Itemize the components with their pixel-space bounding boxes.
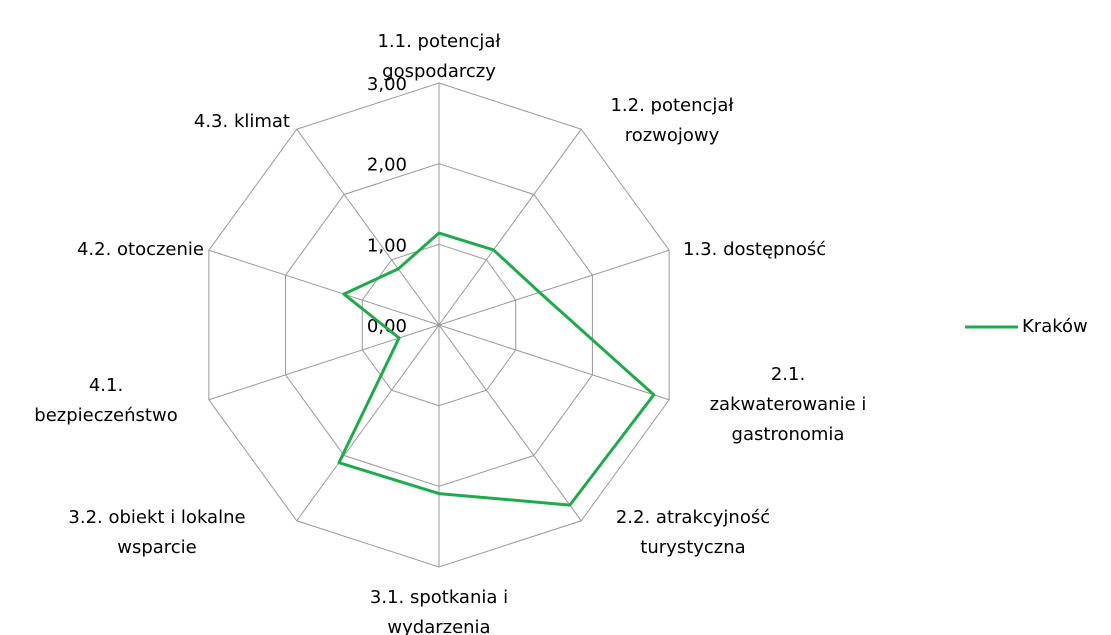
- spoke: [438, 128, 582, 326]
- category-label: 3.1. spotkania i wydarzenia: [370, 587, 508, 635]
- category-label: 2.1. zakwaterowanie i gastronomia: [710, 364, 867, 445]
- category-label-line: rozwojowy: [625, 125, 720, 146]
- category-label-line: zakwaterowanie i: [710, 394, 867, 415]
- category-label: 2.2. atrakcyjność turystyczna: [616, 507, 770, 558]
- category-label-line: 3.2. obiekt i lokalne: [68, 507, 245, 528]
- spoke: [208, 324, 440, 401]
- category-label-line: 4.3. klimat: [194, 111, 290, 132]
- category-label: 1.3. dostępność: [683, 239, 826, 260]
- spoke: [438, 324, 670, 401]
- category-label-line: wsparcie: [117, 537, 197, 558]
- category-label-line: 1.2. potencjał: [610, 95, 734, 116]
- r-tick-label: 3,00: [367, 74, 407, 95]
- r-tick-label: 2,00: [367, 155, 407, 176]
- spoke: [438, 249, 670, 326]
- category-label-line: gospodarczy: [382, 61, 496, 82]
- category-label-line: 2.1.: [771, 364, 805, 385]
- category-label-line: 4.1.: [89, 375, 123, 396]
- category-label: 1.1. potencjał gospodarczy: [377, 31, 501, 82]
- category-label-line: 1.1. potencjał: [377, 31, 501, 52]
- r-tick-label: 1,00: [367, 235, 407, 256]
- spoke: [208, 249, 440, 326]
- category-label: 4.3. klimat: [194, 111, 290, 132]
- category-label-line: gastronomia: [732, 424, 845, 445]
- legend-label: Kraków: [1022, 316, 1088, 337]
- spoke: [438, 324, 582, 522]
- category-label: 4.1. bezpieczeństwo: [34, 375, 177, 426]
- category-label: 1.2. potencjał rozwojowy: [610, 95, 734, 146]
- spoke: [296, 324, 440, 522]
- category-label: 4.2. otoczenie: [77, 239, 204, 260]
- category-label-line: wydarzenia: [387, 617, 490, 635]
- spoke: [296, 128, 440, 326]
- category-label-line: 4.2. otoczenie: [77, 239, 204, 260]
- grid-ring: [361, 243, 517, 407]
- category-label-line: 1.3. dostępność: [683, 239, 826, 260]
- grid-ring: [208, 82, 670, 568]
- category-label: 3.2. obiekt i lokalne wsparcie: [68, 507, 245, 558]
- category-label-line: turystyczna: [640, 537, 745, 558]
- series-line: [337, 231, 656, 507]
- category-label-line: 3.1. spotkania i: [370, 587, 508, 608]
- category-label-line: 2.2. atrakcyjność: [616, 507, 770, 528]
- category-label-line: bezpieczeństwo: [34, 405, 177, 426]
- grid-ring: [285, 163, 593, 487]
